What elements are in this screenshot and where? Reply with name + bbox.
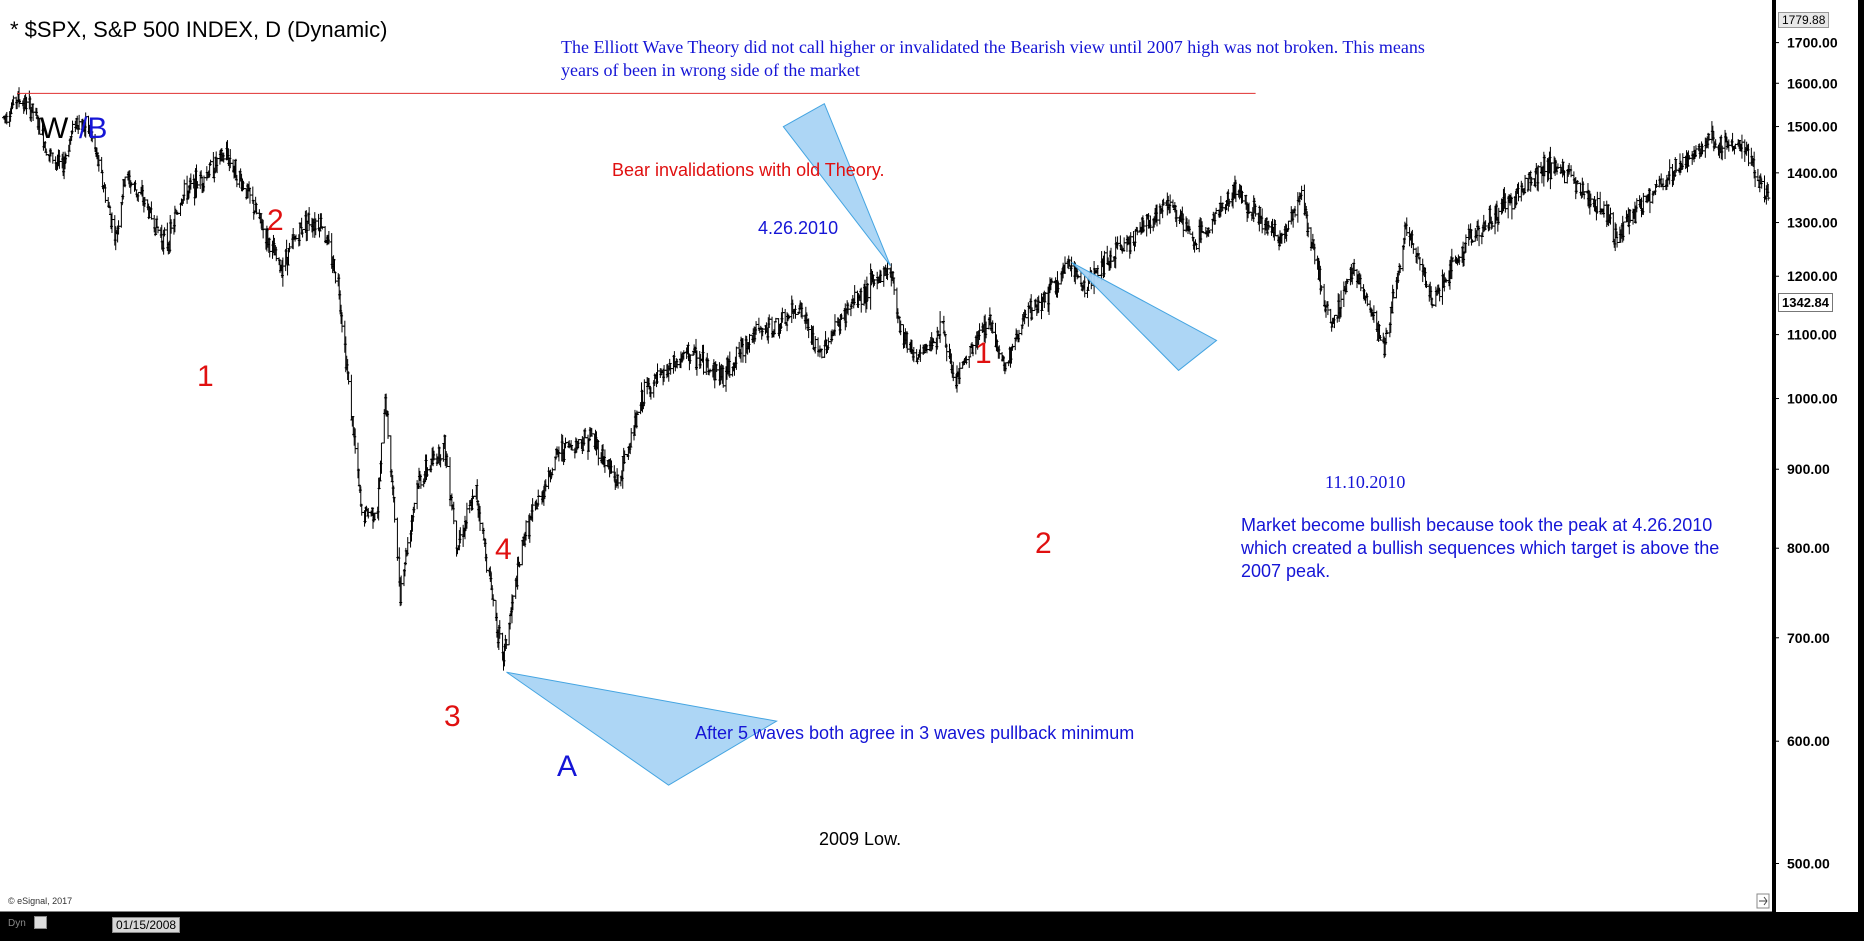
y-tick-label: 1200.00 (1787, 268, 1838, 284)
x-tick-label: 2009 (424, 917, 455, 933)
y-tick-label: 1000.00 (1787, 391, 1838, 407)
wave-label-4: 4 (495, 533, 512, 566)
x-tick-label: Jul (257, 917, 277, 933)
mode-label: Dyn (8, 918, 26, 929)
x-tick-label: Jul (942, 917, 962, 933)
wave-label-new-1: 1 (975, 337, 992, 370)
wave-label-w: W (40, 112, 69, 145)
pullback-note: After 5 waves both agree in 3 waves pull… (695, 723, 1135, 743)
y-tick-label: 1600.00 (1787, 75, 1838, 91)
date-label-nov: 11.10.2010 (1325, 472, 1406, 492)
wave-label-2: 2 (267, 204, 284, 237)
header-note: The Elliott Wave Theory did not call hig… (561, 37, 1425, 80)
y-tick-label: 1100.00 (1787, 327, 1837, 343)
chart-title: * $SPX, S&P 500 INDEX, D (Dynamic) (10, 17, 388, 42)
wave-label-3: 3 (444, 700, 461, 733)
top-price-badge: 1779.88 (1778, 12, 1830, 28)
y-axis: 500.00 600.00 700.00 800.00 900.00 1000.00 110… (1773, 0, 1838, 912)
wedge-pointer-peak (782, 102, 891, 267)
wave-label-b: /B (79, 112, 108, 145)
cursor-date-badge: 01/15/2008 (112, 917, 181, 933)
copyright-label: © eSignal, 2017 (8, 896, 73, 906)
plot-background (0, 0, 1772, 912)
y-tick-label: 1400.00 (1787, 165, 1838, 181)
x-tick-label: 2011 (1110, 917, 1141, 933)
x-axis: Jul 2009 Jul 2010 Jul 2011 Jul 2012 (0, 911, 1774, 933)
y-tick-label: 700.00 (1787, 630, 1830, 646)
mode-icon[interactable] (34, 916, 47, 929)
wave-label-new-2: 2 (1035, 527, 1052, 560)
y-tick-label: 800.00 (1787, 540, 1830, 556)
date-label-peak: 4.26.2010 (758, 218, 839, 238)
price-bars (2, 87, 1771, 671)
wave-label-1: 1 (197, 360, 214, 393)
last-price-badge: 1342.84 (1778, 293, 1833, 312)
scroll-handle[interactable] (1756, 893, 1770, 909)
y-tick-label: 900.00 (1787, 461, 1830, 477)
price-bar (1766, 183, 1771, 201)
x-tick-label: Jul (599, 917, 619, 933)
x-tick-label: 2010 (767, 917, 798, 933)
y-tick-label: 1700.00 (1787, 35, 1838, 51)
low-2009-label: 2009 Low. (819, 829, 902, 849)
bear-line-label: Bear invalidations with old Theory. (612, 160, 885, 180)
axis-background (1776, 0, 1858, 912)
wave-label-a: A (557, 750, 578, 783)
y-tick-label: 500.00 (1787, 855, 1830, 871)
bullish-note: Market become bullish because took the p… (1241, 515, 1720, 581)
wedge-pointer-nov (1071, 261, 1218, 372)
y-tick-label: 1500.00 (1787, 119, 1838, 135)
y-tick-label: 1300.00 (1787, 215, 1838, 231)
wedge-pointer-low (506, 671, 778, 786)
y-tick-label: 600.00 (1787, 733, 1830, 749)
x-tick-label: 2012 (1452, 917, 1483, 933)
x-tick-label: Jul (1285, 917, 1305, 933)
